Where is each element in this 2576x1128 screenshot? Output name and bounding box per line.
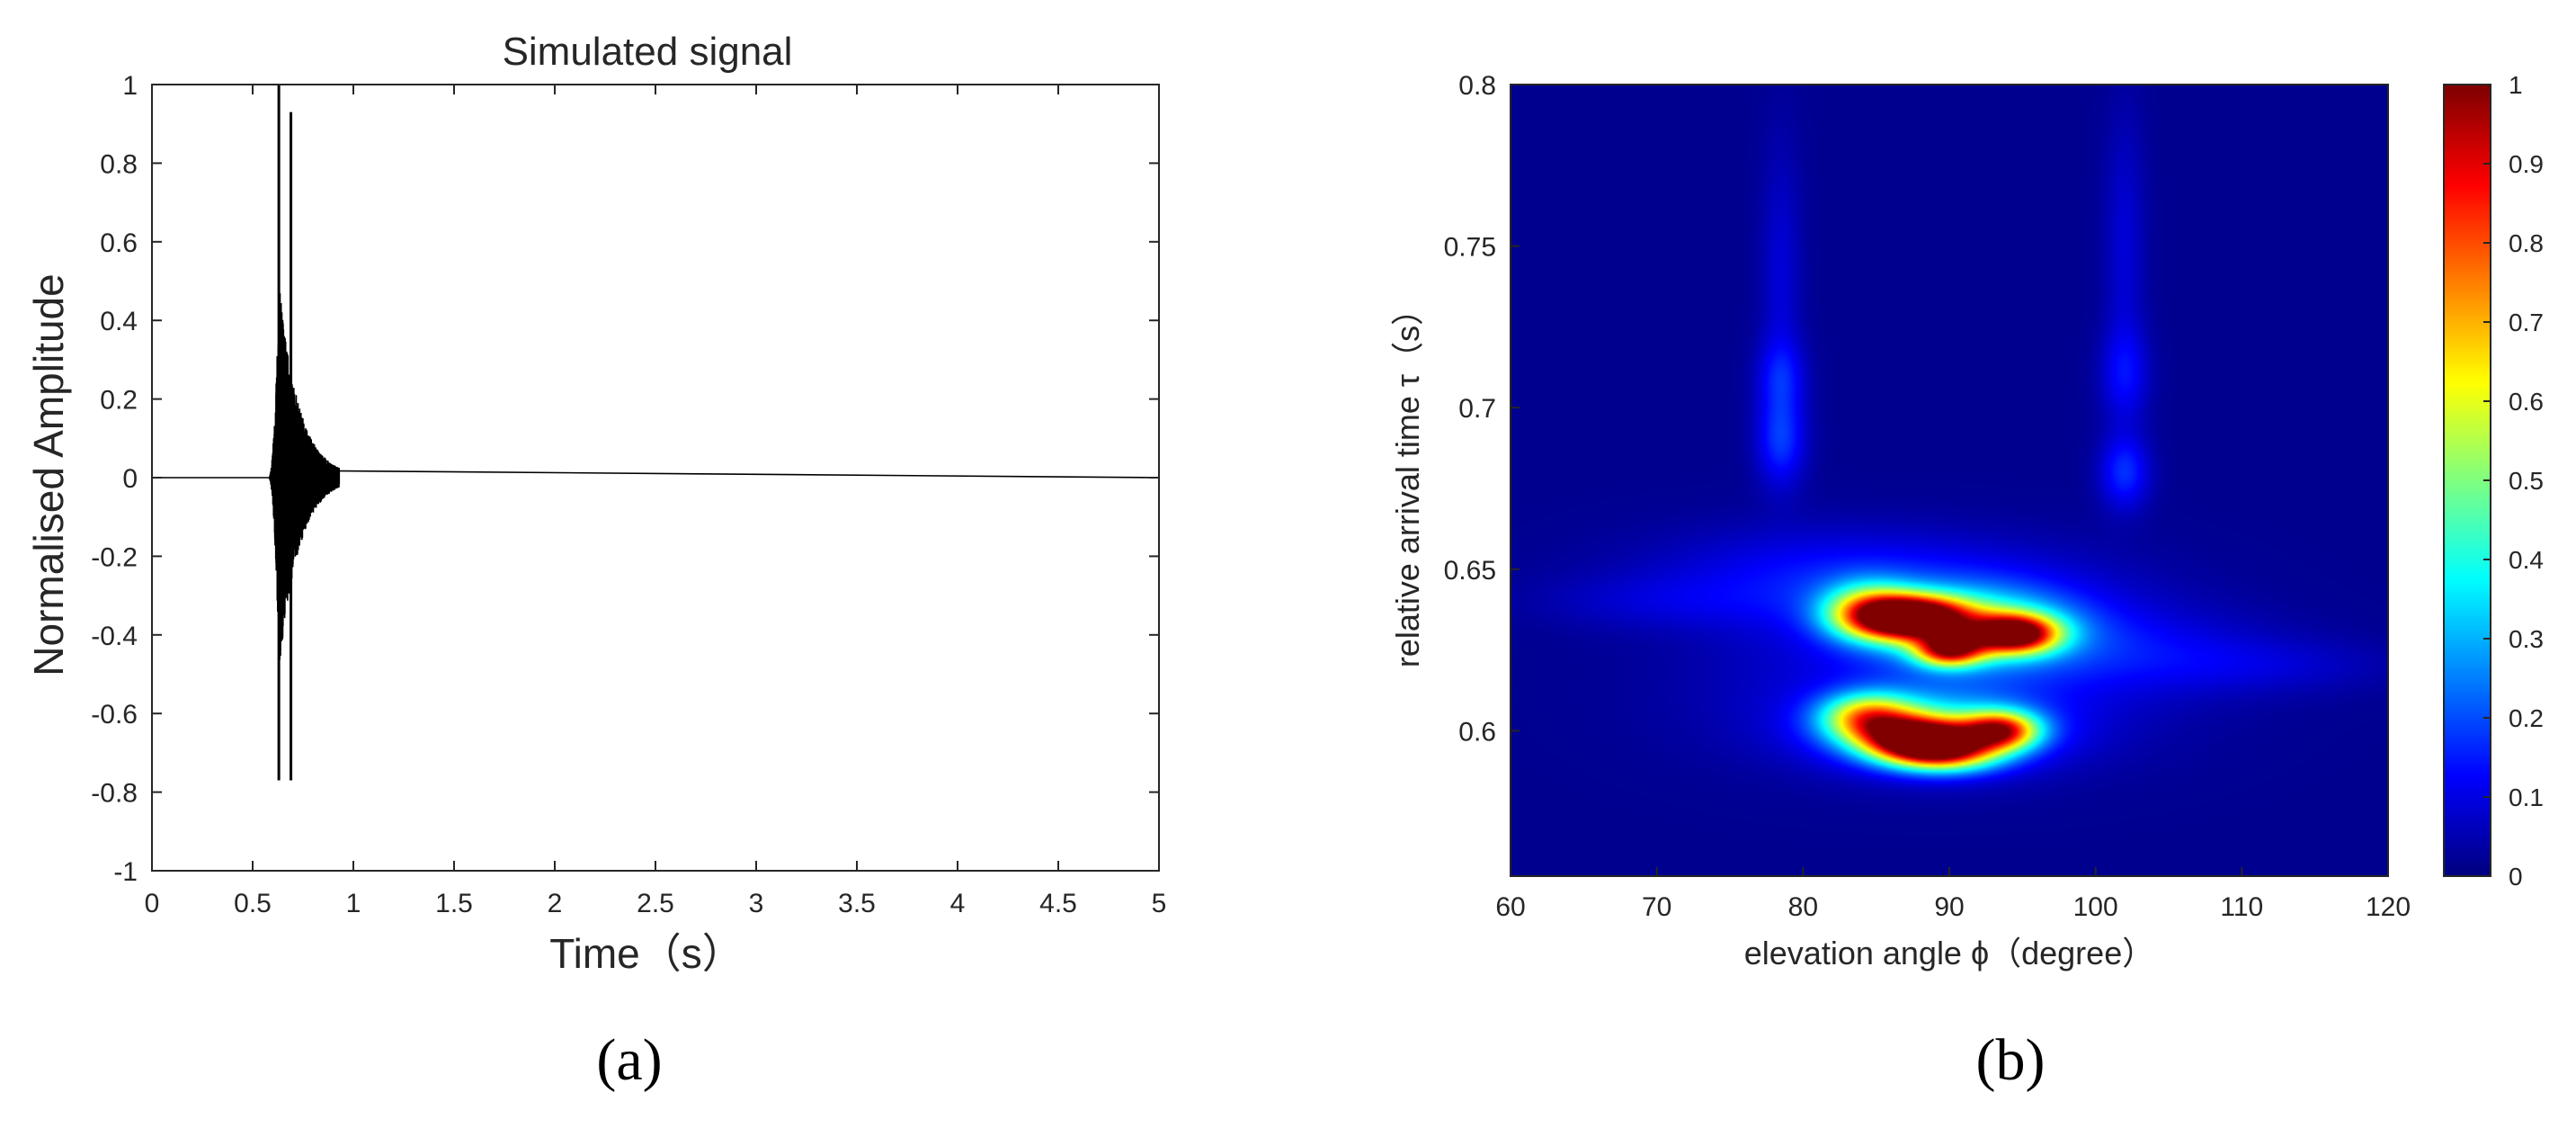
chart-b-y-axis-label: relative arrival time τ（s） bbox=[1389, 293, 1426, 667]
y-tick-label: 0.75 bbox=[1444, 233, 1496, 263]
x-tick-label: 3.5 bbox=[838, 889, 876, 918]
x-tick-label: 2 bbox=[548, 889, 563, 918]
chart-a-x-ticks: 0 0.5 1 1.5 2 2.5 3 3.5 4 4.5 5 bbox=[145, 85, 1167, 918]
x-tick-label: 90 bbox=[1934, 892, 1964, 922]
y-tick-label: -0.6 bbox=[91, 700, 138, 730]
chart-b-x-ticks: 60 70 80 90 100 110 120 bbox=[1495, 867, 2411, 922]
colorbar-tick-label: 0.1 bbox=[2509, 783, 2544, 811]
y-tick-label: 0.8 bbox=[100, 149, 138, 179]
chart-a-y-ticks: -1 -0.8 -0.6 -0.4 -0.2 0 0.2 0.4 0.6 0.8 1 bbox=[91, 71, 1159, 887]
chart-a-y-axis-label: Normalised Amplitude bbox=[25, 273, 72, 676]
x-tick-label: 80 bbox=[1788, 892, 1818, 922]
y-tick-label: 0.8 bbox=[1458, 71, 1496, 101]
panel-b: 60 70 80 90 100 110 120 0.6 0.65 0.7 0.75 0.8 elev… bbox=[1389, 71, 2544, 1093]
colorbar-ticks: 0 0.1 0.2 0.3 0.4 0.5 0.6 0.7 0.8 0.9 1 bbox=[2483, 71, 2544, 891]
chart-b-x-axis-label: elevation angle ϕ（degree） bbox=[1744, 935, 2154, 971]
y-tick-label: 0.2 bbox=[100, 386, 138, 416]
x-tick-label: 60 bbox=[1495, 892, 1525, 922]
y-tick-label: -0.2 bbox=[91, 542, 138, 572]
x-tick-label: 70 bbox=[1642, 892, 1671, 922]
x-tick-label: 1 bbox=[346, 889, 361, 918]
x-tick-label: 100 bbox=[2073, 892, 2118, 922]
x-tick-label: 4 bbox=[950, 889, 966, 918]
colorbar-tick-label: 0.3 bbox=[2509, 625, 2544, 653]
y-tick-label: -0.4 bbox=[91, 622, 138, 651]
signal-line bbox=[152, 287, 1160, 664]
panel-a: Simulated signal 0 0.5 1 1.5 2 2.5 3 3.5 4 4.5 5 -… bbox=[25, 30, 1166, 1093]
colorbar-tick-label: 0.4 bbox=[2509, 546, 2544, 574]
heatmap-image bbox=[1511, 85, 2388, 876]
signal-trace bbox=[152, 85, 1160, 781]
x-tick-label: 5 bbox=[1152, 889, 1167, 918]
colorbar-tick-label: 0.8 bbox=[2509, 229, 2544, 257]
x-tick-label: 1.5 bbox=[435, 889, 473, 918]
chart-a-title: Simulated signal bbox=[503, 30, 793, 74]
colorbar-tick-label: 0 bbox=[2509, 863, 2523, 891]
colorbar-tick-label: 0.2 bbox=[2509, 704, 2544, 732]
x-tick-label: 0 bbox=[145, 889, 160, 918]
chart-a-x-axis-label: Time（s） bbox=[549, 930, 744, 977]
y-tick-label: 0.6 bbox=[1458, 717, 1496, 747]
x-tick-label: 3 bbox=[749, 889, 764, 918]
y-tick-label: 0 bbox=[122, 464, 138, 494]
y-tick-label: 1 bbox=[122, 71, 138, 101]
colorbar-tick-label: 1 bbox=[2509, 71, 2523, 99]
y-tick-label: 0.4 bbox=[100, 307, 138, 336]
colorbar-gradient bbox=[2444, 85, 2491, 876]
y-tick-label: -0.8 bbox=[91, 779, 138, 809]
y-tick-label: 0.7 bbox=[1458, 394, 1496, 424]
chart-b-y-ticks: 0.6 0.65 0.7 0.75 0.8 bbox=[1444, 71, 1520, 747]
x-tick-label: 4.5 bbox=[1039, 889, 1077, 918]
x-tick-label: 110 bbox=[2220, 892, 2263, 922]
colorbar-tick-label: 0.5 bbox=[2509, 467, 2544, 495]
colorbar-tick-label: 0.7 bbox=[2509, 309, 2544, 336]
colorbar-tick-label: 0.6 bbox=[2509, 388, 2544, 416]
panel-b-label: (b) bbox=[1976, 1027, 2046, 1093]
x-tick-label: 2.5 bbox=[637, 889, 674, 918]
colorbar-tick-label: 0.9 bbox=[2509, 150, 2544, 178]
x-tick-label: 120 bbox=[2366, 892, 2411, 922]
y-tick-label: 0.6 bbox=[100, 228, 138, 258]
y-tick-label: -1 bbox=[113, 857, 138, 887]
panel-a-label: (a) bbox=[596, 1027, 662, 1093]
x-tick-label: 0.5 bbox=[234, 889, 272, 918]
y-tick-label: 0.65 bbox=[1444, 556, 1496, 586]
